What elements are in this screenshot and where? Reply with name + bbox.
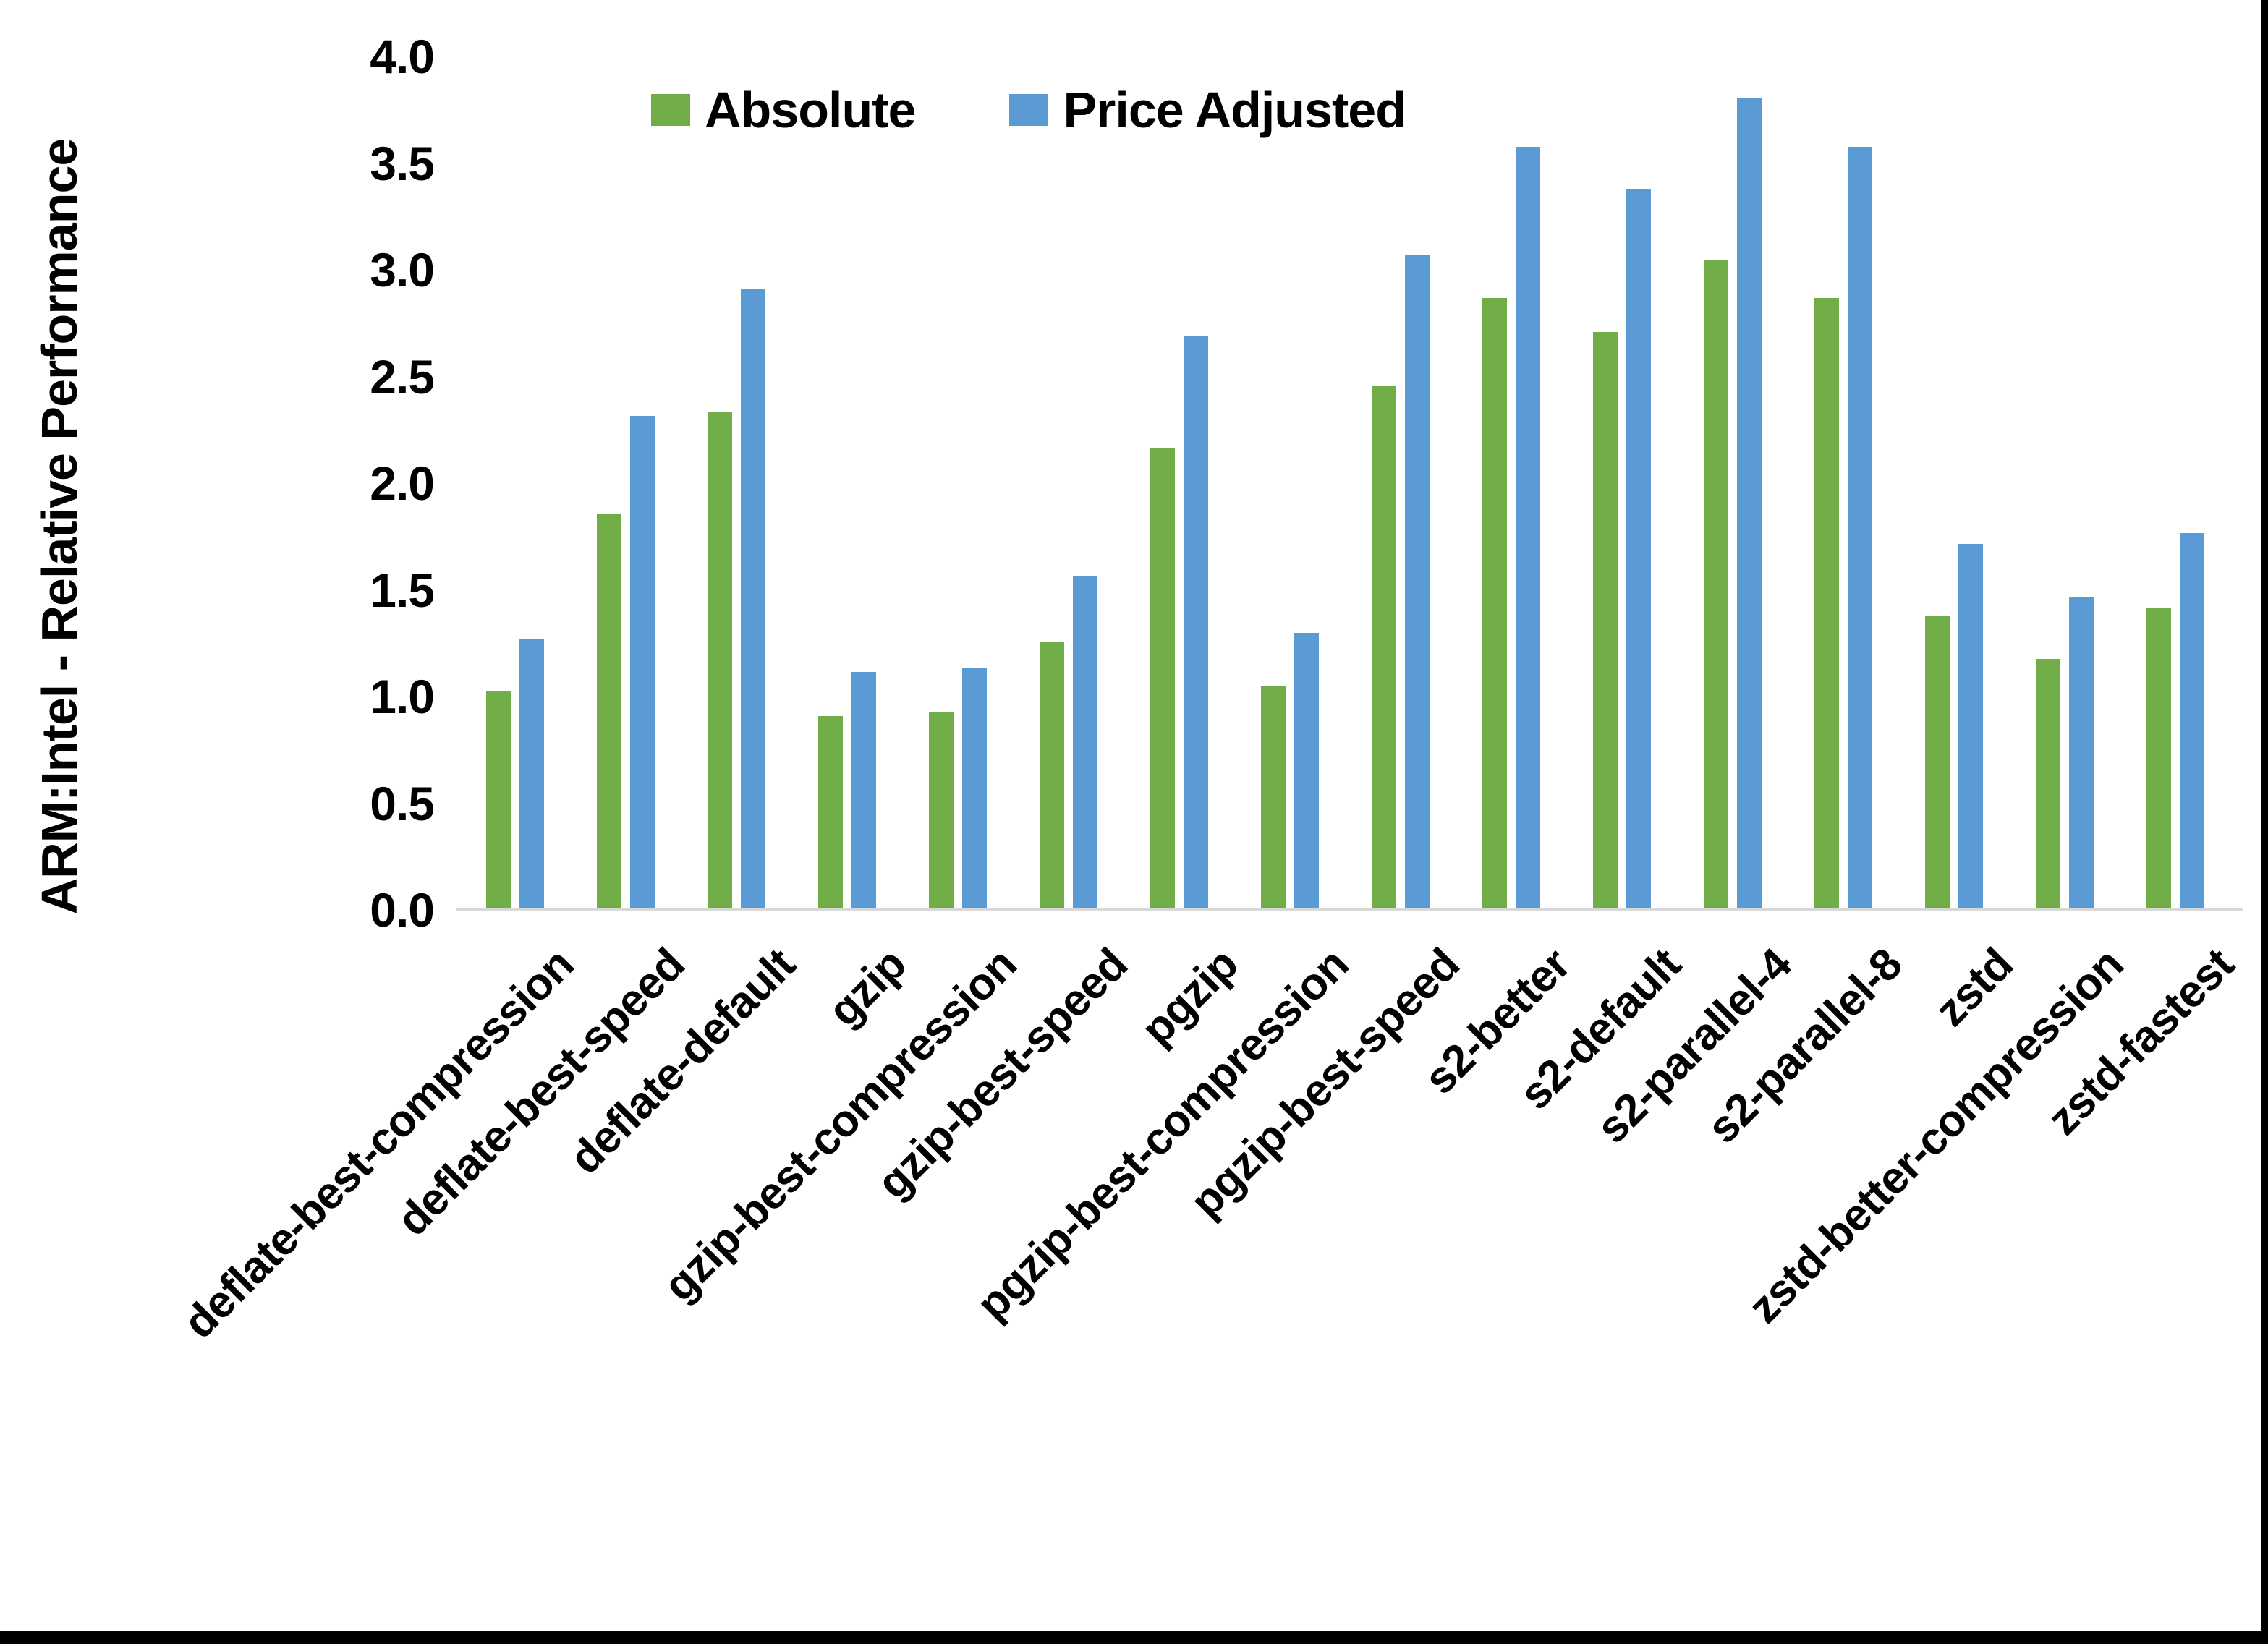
bar-group-pgzip-best-speed xyxy=(1345,0,1456,908)
bar-zstd-better-compression-absolute xyxy=(2035,659,2060,908)
y-tick-label: 1.0 xyxy=(370,670,435,723)
legend-label-absolute: Absolute xyxy=(705,82,916,138)
bar-group-s2-default xyxy=(1566,0,1677,908)
bar-group-s2-parallel-8 xyxy=(1788,0,1898,908)
bar-deflate-best-speed-absolute xyxy=(596,514,621,908)
bar-group-gzip-best-speed xyxy=(1013,0,1124,908)
bar-zstd-absolute xyxy=(1924,616,1950,908)
bar-zstd-price-adjusted xyxy=(1958,544,1983,908)
bar-pgzip-best-compression-price-adjusted xyxy=(1294,633,1319,908)
bar-group-gzip xyxy=(791,0,902,908)
bar-s2-better-absolute xyxy=(1482,298,1507,908)
y-tick-label: 1.5 xyxy=(370,563,435,617)
x-category-label-gzip: gzip xyxy=(818,939,915,1036)
bar-pgzip-absolute xyxy=(1150,448,1175,908)
bar-gzip-best-compression-price-adjusted xyxy=(961,668,987,908)
bar-s2-parallel-4-price-adjusted xyxy=(1736,98,1762,908)
x-axis-line xyxy=(456,908,2243,911)
bar-deflate-best-speed-price-adjusted xyxy=(629,416,655,908)
y-tick-label: 4.0 xyxy=(370,30,435,83)
y-tick-label: 2.0 xyxy=(370,456,435,510)
bar-group-deflate-default xyxy=(681,0,791,908)
bar-zstd-fastest-price-adjusted xyxy=(2179,533,2204,908)
legend-swatch-price-adjusted xyxy=(1009,94,1049,126)
bar-gzip-best-speed-absolute xyxy=(1039,642,1064,908)
y-tick-label: 0.5 xyxy=(370,776,435,830)
bar-group-gzip-best-compression xyxy=(902,0,1013,908)
bar-pgzip-best-compression-absolute xyxy=(1260,686,1286,908)
bar-group-pgzip-best-compression xyxy=(1234,0,1345,908)
bar-group-zstd-better-compression xyxy=(2009,0,2120,908)
legend-label-price-adjusted: Price Adjusted xyxy=(1063,82,1406,138)
window-border-right xyxy=(2261,0,2268,1644)
bar-s2-default-absolute xyxy=(1592,332,1618,908)
bar-gzip-best-speed-price-adjusted xyxy=(1072,576,1097,908)
bar-pgzip-price-adjusted xyxy=(1183,336,1208,908)
bar-s2-default-price-adjusted xyxy=(1626,189,1651,908)
bar-zstd-fastest-absolute xyxy=(2146,608,2171,908)
bar-group-s2-parallel-4 xyxy=(1677,0,1788,908)
y-tick-label: 3.0 xyxy=(370,243,435,297)
bar-s2-parallel-8-absolute xyxy=(1814,298,1839,908)
x-category-label-zstd: zstd xyxy=(1925,939,2022,1036)
legend-swatch-absolute xyxy=(651,94,690,126)
bar-group-s2-better xyxy=(1456,0,1566,908)
bar-group-deflate-best-compression xyxy=(459,0,570,908)
y-tick-label: 2.5 xyxy=(370,349,435,404)
bar-s2-parallel-8-price-adjusted xyxy=(1847,147,1872,908)
bar-pgzip-best-speed-absolute xyxy=(1371,386,1396,908)
bar-gzip-best-compression-absolute xyxy=(928,712,954,908)
legend: Absolute Price Adjusted xyxy=(651,81,1406,139)
bar-gzip-price-adjusted xyxy=(851,672,876,908)
bar-deflate-best-compression-price-adjusted xyxy=(519,639,544,908)
bar-pgzip-best-speed-price-adjusted xyxy=(1404,255,1430,908)
bar-group-zstd xyxy=(1898,0,2009,908)
bar-group-zstd-fastest xyxy=(2120,0,2230,908)
plot-area xyxy=(459,0,2230,908)
bar-group-pgzip xyxy=(1124,0,1234,908)
bar-group-deflate-best-speed xyxy=(570,0,681,908)
bar-s2-better-price-adjusted xyxy=(1515,147,1540,908)
bar-deflate-default-absolute xyxy=(707,412,732,908)
y-tick-label: 0.0 xyxy=(370,883,435,937)
bar-s2-parallel-4-absolute xyxy=(1703,260,1728,908)
y-tick-label: 3.5 xyxy=(370,136,435,190)
bar-deflate-best-compression-absolute xyxy=(485,691,511,908)
bar-zstd-better-compression-price-adjusted xyxy=(2068,597,2094,908)
legend-item-price-adjusted: Price Adjusted xyxy=(1009,81,1406,139)
bar-deflate-default-price-adjusted xyxy=(740,289,765,908)
y-axis-title: ARM:Intel - Relative Performance xyxy=(31,138,88,915)
legend-item-absolute: Absolute xyxy=(651,81,916,139)
window-border-bottom xyxy=(0,1631,2268,1644)
bar-gzip-absolute xyxy=(817,716,843,908)
